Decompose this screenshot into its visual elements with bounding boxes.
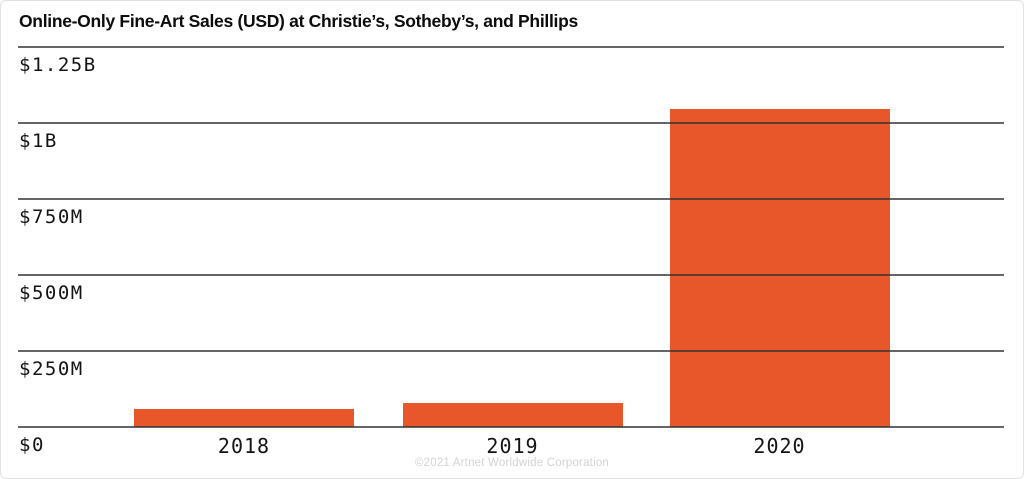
- gridline-250M: [18, 350, 1004, 352]
- gridline-500M: [18, 274, 1004, 276]
- y-axis-tick-label: $250M: [19, 358, 84, 380]
- bar-2018: [134, 408, 354, 427]
- y-axis-tick-label: $500M: [19, 282, 84, 304]
- copyright-notice: ©2021 Artnet Worldwide Corporation: [414, 457, 610, 469]
- chart-title: Online-Only Fine-Art Sales (USD) at Chri…: [19, 11, 578, 31]
- x-axis-label-2018: 2018: [217, 434, 271, 458]
- y-axis-tick-label: $1B: [19, 130, 58, 152]
- y-axis-tick-label: $750M: [19, 206, 84, 228]
- gridline-0: [18, 426, 1004, 428]
- bar-2019: [402, 402, 623, 427]
- gridline-1.25B: [18, 46, 1004, 48]
- gridline-1B: [18, 122, 1004, 124]
- x-axis-label-2020: 2020: [753, 434, 806, 458]
- gridline-750M: [18, 198, 1004, 200]
- y-axis-tick-label: $0: [19, 434, 45, 456]
- x-axis-label-2019: 2019: [486, 434, 539, 458]
- bar-2020: [669, 109, 890, 427]
- y-axis-tick-label: $1.25B: [19, 54, 97, 76]
